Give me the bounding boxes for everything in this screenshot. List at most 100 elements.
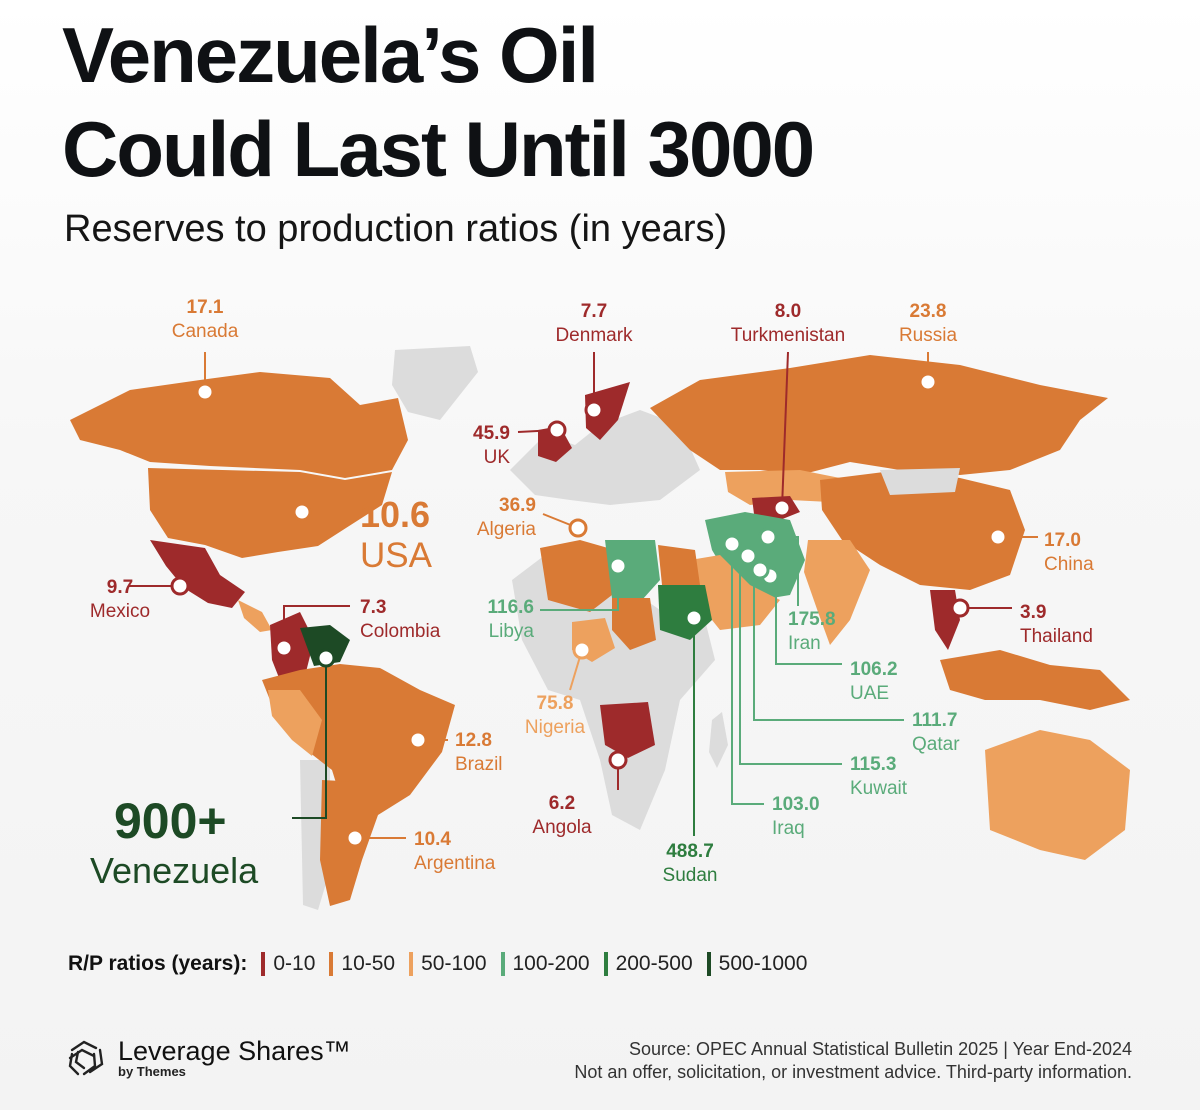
marker-kuwait (738, 546, 758, 566)
legend-swatch (500, 952, 505, 976)
marker-denmark (584, 400, 604, 420)
label-iran: 175.8 Iran (788, 609, 836, 654)
legend-item-100-200: 100-200 (500, 952, 590, 976)
marker-russia (918, 372, 938, 392)
marker-algeria (568, 518, 588, 538)
marker-angola (608, 750, 628, 770)
label-venezuela: 900+ Venezuela (90, 793, 259, 891)
label-libya: 116.6 Libya (487, 597, 535, 642)
brand-name: Leverage Shares™ (118, 1036, 351, 1066)
region-indonesia-malaysia (940, 650, 1130, 710)
marker-colombia (274, 638, 294, 658)
connector-iran (768, 536, 799, 606)
region-australia (985, 730, 1130, 860)
label-canada: 17.1 Canada (171, 297, 239, 342)
region-angola (600, 702, 655, 758)
label-kuwait: 115.3 Kuwait (850, 754, 908, 799)
label-usa: 10.6 USA (360, 494, 432, 575)
connector-turkmenistan (781, 351, 789, 509)
marker-turkmenistan (772, 498, 792, 518)
marker-qatar (750, 560, 770, 580)
leverage-shares-logo-icon (68, 1040, 104, 1076)
region-norway-denmark (585, 382, 630, 440)
label-russia: 23.8 Russia (898, 301, 958, 346)
legend-swatch (706, 952, 711, 976)
label-colombia: 7.3 Colombia (360, 597, 441, 642)
legend-item-0-10: 0-10 (261, 952, 315, 976)
marker-argentina (345, 828, 365, 848)
marker-thailand (950, 598, 970, 618)
legend-swatch (261, 952, 266, 976)
label-uk: 45.9 UK (473, 423, 510, 468)
marker-iraq (722, 534, 742, 554)
label-qatar: 111.7 Qatar (912, 710, 960, 755)
label-china: 17.0 China (1044, 530, 1094, 575)
marker-iran (758, 527, 778, 547)
region-usa (148, 468, 392, 558)
label-argentina: 10.4 Argentina (414, 829, 496, 874)
connector-iraq (731, 544, 764, 805)
region-brazil-andes (262, 664, 455, 820)
legend-swatch (603, 952, 608, 976)
source-line: Source: OPEC Annual Statistical Bulletin… (629, 1039, 1132, 1059)
connector-colombia (283, 605, 350, 648)
label-brazil: 12.8 Brazil (455, 730, 503, 775)
land-europe-grey (510, 410, 700, 505)
marker-nigeria (572, 640, 592, 660)
legend-swatch (329, 952, 334, 976)
marker-usa (292, 502, 312, 522)
title-line-1: Venezuela’s Oil (62, 11, 599, 99)
region-india (804, 540, 870, 645)
region-peru-bolivia (268, 690, 322, 756)
label-thailand: 3.9 Thailand (1020, 602, 1093, 647)
region-algeria (540, 540, 612, 612)
disclaimer-line: Not an offer, solicitation, or investmen… (574, 1062, 1132, 1083)
marker-mexico (170, 576, 190, 596)
label-sudan: 488.7 Sudan (662, 841, 718, 886)
legend-swatch (409, 952, 414, 976)
region-central-america (238, 600, 272, 632)
label-mexico: 9.7 Mexico (89, 577, 151, 622)
region-canada-alaska (70, 372, 408, 478)
connector-venezuela (292, 658, 327, 819)
label-turkmenistan: 8.0 Turkmenistan (730, 301, 846, 346)
region-saudi-arabia (690, 555, 780, 630)
region-china (820, 470, 1025, 590)
subtitle: Reserves to production ratios (in years) (64, 208, 728, 250)
marker-sudan (684, 608, 704, 628)
legend-item-200-500: 200-500 (603, 952, 693, 976)
region-egypt (658, 545, 700, 585)
marker-libya (608, 556, 628, 576)
label-uae: 106.2 UAE (850, 659, 898, 704)
land-greenland (392, 346, 478, 420)
brand-logo: Leverage Shares™ by Themes (64, 1036, 351, 1080)
region-venezuela (300, 625, 350, 666)
marker-venezuela (316, 648, 336, 668)
region-mexico (150, 540, 245, 608)
region-chad-niger (612, 598, 656, 650)
land-madagascar (709, 712, 728, 768)
label-denmark: 7.7 Denmark (555, 301, 633, 346)
label-nigeria: 75.8 Nigeria (524, 693, 586, 738)
marker-canada (195, 382, 215, 402)
marker-uk (547, 420, 567, 440)
label-iraq: 103.0 Iraq (772, 794, 820, 839)
title-line-2: Could Last Until 3000 (62, 105, 815, 193)
region-thailand (930, 590, 960, 650)
label-algeria: 36.9 Algeria (476, 495, 536, 540)
legend-item-50-100: 50-100 (409, 952, 487, 976)
marker-china (988, 527, 1008, 547)
legend-item-10-50: 10-50 (329, 952, 395, 976)
legend-title: R/P ratios (years): (68, 952, 248, 975)
legend: R/P ratios (years): 0-10 10-50 50-100 10… (68, 952, 821, 976)
brand-subtitle: by Themes (118, 1064, 186, 1080)
connector-libya (540, 566, 619, 611)
region-russia (650, 355, 1108, 475)
marker-brazil (408, 730, 428, 750)
region-mongolia (880, 468, 960, 495)
label-angola: 6.2 Angola (532, 793, 592, 838)
legend-item-500-1000: 500-1000 (706, 952, 807, 976)
source-note: Source: OPEC Annual Statistical Bulletin… (574, 1038, 1132, 1085)
